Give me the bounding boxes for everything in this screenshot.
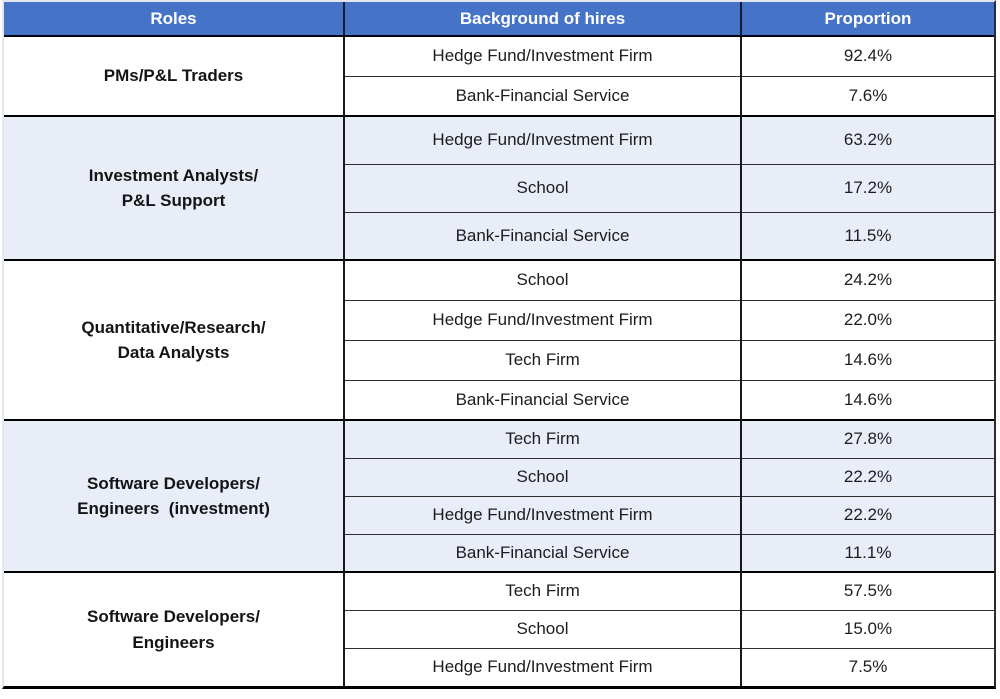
proportion-cell: 7.6% [741,75,994,116]
proportion-cell: 14.6% [741,379,994,420]
proportion-cell: 57.5% [741,571,994,610]
table-row: Software Developers/ Engineers Tech Firm… [4,571,994,686]
table-row: Hedge Fund/Investment Firm 22.0% [4,299,994,340]
proportion-cell: 27.8% [741,419,994,458]
table-row: School 22.2% [4,457,994,496]
background-cell: Bank-Financial Service [344,75,742,116]
proportion-cell: 7.5% [741,647,994,686]
background-cell: Hedge Fund/Investment Firm [344,495,742,534]
role-cell: Investment Analysts/ P&L Support [4,115,345,260]
background-cell: Tech Firm [344,339,742,380]
background-cell: Hedge Fund/Investment Firm [344,647,742,686]
table-row: School 17.2% [4,163,994,212]
background-cell: School [344,457,742,496]
background-cell: School [344,609,742,648]
background-cell: Hedge Fund/Investment Firm [344,299,742,340]
background-cell: Bank-Financial Service [344,379,742,420]
background-cell: Hedge Fund/Investment Firm [344,115,742,164]
proportion-cell: 22.2% [741,457,994,496]
table-row: Tech Firm 14.6% [4,339,994,380]
table-row: Investment Analysts/ P&L Support Hedge F… [4,115,994,260]
table-row: Bank-Financial Service 14.6% [4,379,994,420]
background-cell: School [344,259,742,300]
role-cell: Software Developers/ Engineers [4,571,345,686]
proportion-cell: 17.2% [741,163,994,212]
role-cell: PMs/P&L Traders [4,35,345,116]
table-row: PMs/P&L Traders Hedge Fund/Investment Fi… [4,35,994,116]
background-cell: Tech Firm [344,571,742,610]
proportion-cell: 22.0% [741,299,994,340]
hires-table-container: Roles Background of hires Proportion PMs… [2,0,996,689]
background-cell: Bank-Financial Service [344,211,742,260]
table-row: Bank-Financial Service 11.5% [4,211,994,260]
proportion-cell: 63.2% [741,115,994,164]
column-header-proportion: Proportion [741,2,994,37]
proportion-cell: 22.2% [741,495,994,534]
column-header-background: Background of hires [344,2,742,37]
table-row: Bank-Financial Service 7.6% [4,75,994,116]
role-cell: Quantitative/Research/ Data Analysts [4,259,345,420]
table-row: Hedge Fund/Investment Firm 7.5% [4,647,994,686]
proportion-cell: 11.1% [741,533,994,572]
background-cell: Tech Firm [344,419,742,458]
hires-by-role-table: Roles Background of hires Proportion PMs… [4,2,994,686]
table-row: Quantitative/Research/ Data Analysts Sch… [4,259,994,420]
background-cell: Bank-Financial Service [344,533,742,572]
role-cell: Software Developers/ Engineers (investme… [4,419,345,572]
proportion-cell: 24.2% [741,259,994,300]
header-row: Roles Background of hires Proportion [4,2,994,37]
table-row: Bank-Financial Service 11.1% [4,533,994,572]
proportion-cell: 14.6% [741,339,994,380]
background-cell: School [344,163,742,212]
table-row: Software Developers/ Engineers (investme… [4,419,994,572]
column-header-roles: Roles [4,2,345,37]
table-row: Hedge Fund/Investment Firm 22.2% [4,495,994,534]
proportion-cell: 92.4% [741,35,994,76]
table-row: School 15.0% [4,609,994,648]
proportion-cell: 11.5% [741,211,994,260]
proportion-cell: 15.0% [741,609,994,648]
background-cell: Hedge Fund/Investment Firm [344,35,742,76]
